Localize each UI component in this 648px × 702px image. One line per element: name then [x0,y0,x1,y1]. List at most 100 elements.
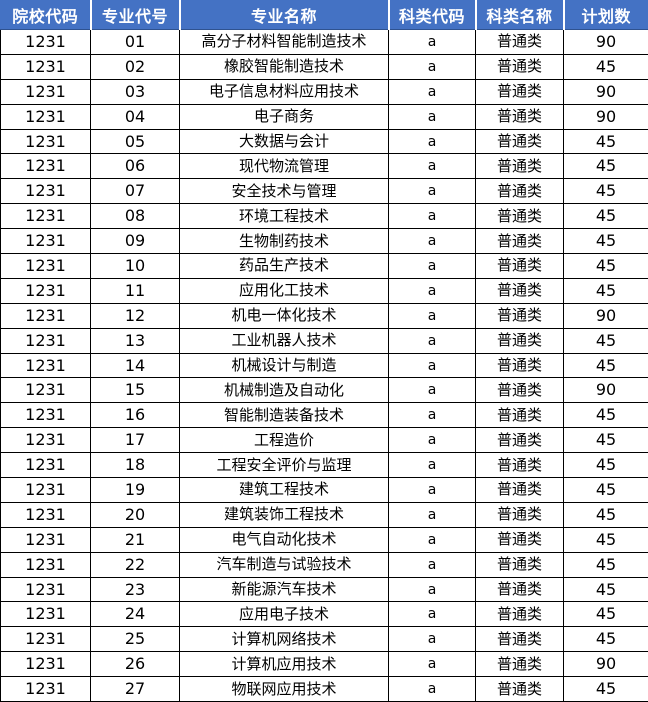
cell-plan-count: 45 [563,327,648,354]
column-header-plan-count[interactable]: 计划数 [562,0,648,30]
cell-plan-count: 90 [563,103,648,130]
table-row[interactable]: 1231 16 智能制造装备技术 a 普通类 45 [0,402,648,429]
table-row[interactable]: 1231 06 现代物流管理 a 普通类 45 [0,153,648,180]
cell-major-code: 16 [90,402,180,429]
cell-subject-code: a [388,277,476,304]
cell-plan-count: 90 [563,78,648,105]
table-row[interactable]: 1231 18 工程安全评价与监理 a 普通类 45 [0,452,648,479]
cell-school-code: 1231 [0,128,91,155]
cell-subject-name: 普通类 [475,377,564,404]
table-row[interactable]: 1231 23 新能源汽车技术 a 普通类 45 [0,576,648,603]
table-row[interactable]: 1231 07 安全技术与管理 a 普通类 45 [0,178,648,205]
table-row[interactable]: 1231 02 橡胶智能制造技术 a 普通类 45 [0,53,648,80]
table-row[interactable]: 1231 26 计算机应用技术 a 普通类 90 [0,651,648,678]
table-row[interactable]: 1231 22 汽车制造与试验技术 a 普通类 45 [0,551,648,578]
cell-subject-name: 普通类 [475,501,564,528]
cell-subject-name: 普通类 [475,128,564,155]
cell-school-code: 1231 [0,402,91,429]
cell-plan-count: 45 [563,53,648,80]
table-row[interactable]: 1231 27 物联网应用技术 a 普通类 45 [0,676,648,702]
cell-subject-name: 普通类 [475,626,564,653]
table-row[interactable]: 1231 25 计算机网络技术 a 普通类 45 [0,626,648,653]
cell-major-name: 建筑装饰工程技术 [179,501,389,528]
cell-major-code: 02 [90,53,180,80]
cell-school-code: 1231 [0,377,91,404]
cell-subject-name: 普通类 [475,103,564,130]
cell-school-code: 1231 [0,78,91,105]
cell-subject-code: a [388,178,476,205]
table-row[interactable]: 1231 09 生物制药技术 a 普通类 45 [0,228,648,255]
cell-major-code: 20 [90,501,180,528]
cell-plan-count: 45 [563,551,648,578]
cell-subject-name: 普通类 [475,327,564,354]
column-header-subject-code[interactable]: 科类代码 [387,0,477,30]
table-row[interactable]: 1231 15 机械制造及自动化 a 普通类 90 [0,377,648,404]
cell-subject-code: a [388,153,476,180]
cell-subject-code: a [388,78,476,105]
cell-major-code: 18 [90,452,180,479]
cell-subject-name: 普通类 [475,253,564,279]
table-row[interactable]: 1231 24 应用电子技术 a 普通类 45 [0,601,648,628]
table-row[interactable]: 1231 17 工程造价 a 普通类 45 [0,427,648,454]
column-header-school-code[interactable]: 院校代码 [0,0,92,30]
cell-major-name: 工业机器人技术 [179,327,389,354]
cell-major-name: 应用电子技术 [179,601,389,628]
table-row[interactable]: 1231 20 建筑装饰工程技术 a 普通类 45 [0,501,648,528]
cell-subject-name: 普通类 [475,153,564,180]
cell-subject-code: a [388,626,476,653]
column-header-major-code[interactable]: 专业代号 [89,0,181,30]
cell-subject-code: a [388,477,476,503]
cell-major-name: 药品生产技术 [179,253,389,279]
table-row[interactable]: 1231 21 电气自动化技术 a 普通类 45 [0,526,648,553]
cell-school-code: 1231 [0,253,91,279]
cell-school-code: 1231 [0,601,91,628]
table-row[interactable]: 1231 13 工业机器人技术 a 普通类 45 [0,327,648,354]
cell-subject-code: a [388,203,476,230]
table-row[interactable]: 1231 11 应用化工技术 a 普通类 45 [0,277,648,304]
table-row[interactable]: 1231 12 机电一体化技术 a 普通类 90 [0,302,648,329]
cell-school-code: 1231 [0,676,91,702]
cell-subject-name: 普通类 [475,477,564,503]
table-row[interactable]: 1231 14 机械设计与制造 a 普通类 45 [0,352,648,379]
cell-plan-count: 45 [563,452,648,479]
cell-major-name: 物联网应用技术 [179,676,389,702]
cell-subject-code: a [388,676,476,702]
cell-major-code: 23 [90,576,180,603]
cell-plan-count: 45 [563,601,648,628]
table-row[interactable]: 1231 10 药品生产技术 a 普通类 45 [0,253,648,279]
cell-major-name: 新能源汽车技术 [179,576,389,603]
cell-subject-name: 普通类 [475,676,564,702]
table-row[interactable]: 1231 19 建筑工程技术 a 普通类 45 [0,477,648,503]
cell-major-name: 机械设计与制造 [179,352,389,379]
table-row[interactable]: 1231 05 大数据与会计 a 普通类 45 [0,128,648,155]
cell-school-code: 1231 [0,29,91,55]
cell-subject-name: 普通类 [475,526,564,553]
cell-subject-name: 普通类 [475,651,564,678]
column-header-subject-name[interactable]: 科类名称 [474,0,565,30]
cell-major-code: 17 [90,427,180,454]
cell-major-name: 机械制造及自动化 [179,377,389,404]
cell-plan-count: 45 [563,526,648,553]
cell-plan-count: 90 [563,29,648,55]
cell-major-name: 电气自动化技术 [179,526,389,553]
table-row[interactable]: 1231 01 高分子材料智能制造技术 a 普通类 90 [0,29,648,55]
cell-subject-code: a [388,53,476,80]
table-row[interactable]: 1231 08 环境工程技术 a 普通类 45 [0,203,648,230]
cell-major-code: 15 [90,377,180,404]
table-row[interactable]: 1231 03 电子信息材料应用技术 a 普通类 90 [0,78,648,105]
cell-major-name: 计算机应用技术 [179,651,389,678]
cell-plan-count: 45 [563,676,648,702]
table-row[interactable]: 1231 04 电子商务 a 普通类 90 [0,103,648,130]
cell-plan-count: 45 [563,253,648,279]
cell-school-code: 1231 [0,576,91,603]
cell-major-name: 高分子材料智能制造技术 [179,29,389,55]
column-header-major-name[interactable]: 专业名称 [178,0,390,30]
header-row: 院校代码 专业代号 专业名称 科类代码 科类名称 计划数 [0,0,648,30]
cell-major-name: 生物制药技术 [179,228,389,255]
cell-plan-count: 45 [563,626,648,653]
cell-school-code: 1231 [0,526,91,553]
cell-major-name: 工程安全评价与监理 [179,452,389,479]
cell-major-code: 11 [90,277,180,304]
cell-major-code: 06 [90,153,180,180]
table-header: 院校代码 专业代号 专业名称 科类代码 科类名称 计划数 [0,0,648,30]
